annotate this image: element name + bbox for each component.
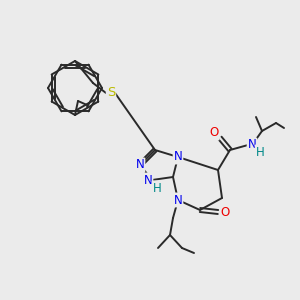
Text: H: H: [256, 146, 264, 158]
Text: N: N: [248, 139, 256, 152]
Text: S: S: [107, 86, 115, 100]
Text: N: N: [136, 158, 144, 172]
Text: O: O: [220, 206, 230, 218]
Text: O: O: [209, 127, 219, 140]
Text: N: N: [174, 151, 182, 164]
Text: N: N: [144, 173, 152, 187]
Text: H: H: [153, 182, 161, 194]
Text: N: N: [174, 194, 182, 206]
